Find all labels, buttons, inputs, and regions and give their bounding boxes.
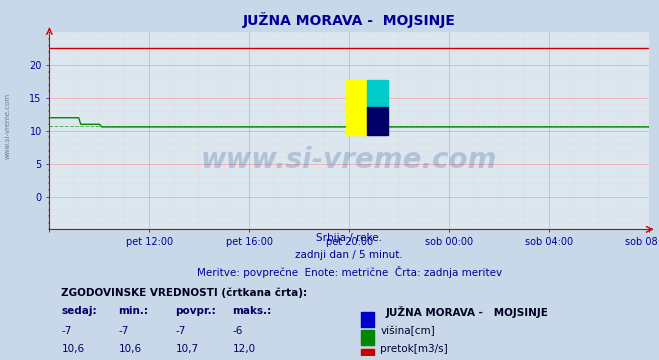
Text: JUŽNA MORAVA -   MOJSINJE: JUŽNA MORAVA - MOJSINJE <box>386 306 548 318</box>
Text: min.:: min.: <box>119 306 148 316</box>
Bar <box>361 330 374 345</box>
Text: maks.:: maks.: <box>233 306 272 316</box>
Text: Meritve: povprečne  Enote: metrične  Črta: zadnja meritev: Meritve: povprečne Enote: metrične Črta:… <box>196 266 502 278</box>
Bar <box>367 107 388 135</box>
Text: 10,7: 10,7 <box>175 344 198 354</box>
Bar <box>346 80 367 135</box>
Text: višina[cm]: višina[cm] <box>380 326 435 336</box>
Text: -7: -7 <box>175 326 186 336</box>
Text: www.si-vreme.com: www.si-vreme.com <box>201 147 498 174</box>
Text: www.si-vreme.com: www.si-vreme.com <box>5 93 11 159</box>
Text: 10,6: 10,6 <box>119 344 142 354</box>
Text: Srbija / reke.: Srbija / reke. <box>316 233 382 243</box>
Text: 10,6: 10,6 <box>61 344 84 354</box>
Text: pretok[m3/s]: pretok[m3/s] <box>380 344 448 354</box>
Text: povpr.:: povpr.: <box>175 306 216 316</box>
Text: ZGODOVINSKE VREDNOSTI (črtkana črta):: ZGODOVINSKE VREDNOSTI (črtkana črta): <box>61 288 308 298</box>
Text: sedaj:: sedaj: <box>61 306 97 316</box>
Bar <box>361 349 374 360</box>
Text: -6: -6 <box>233 326 243 336</box>
Bar <box>361 312 374 327</box>
Bar <box>367 80 388 107</box>
Title: JUŽNA MORAVA -  MOJSINJE: JUŽNA MORAVA - MOJSINJE <box>243 13 456 28</box>
Text: -7: -7 <box>61 326 72 336</box>
Text: zadnji dan / 5 minut.: zadnji dan / 5 minut. <box>295 250 403 260</box>
Text: 12,0: 12,0 <box>233 344 256 354</box>
Text: -7: -7 <box>119 326 129 336</box>
